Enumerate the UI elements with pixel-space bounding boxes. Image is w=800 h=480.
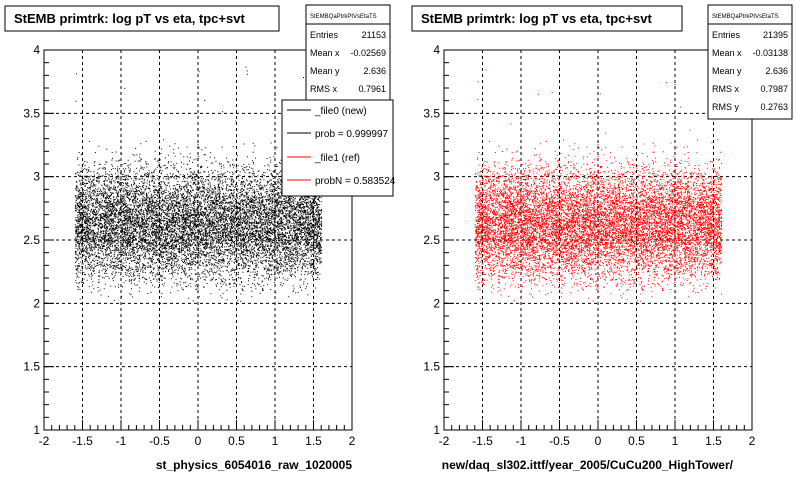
left-stat-label: RMS x	[310, 84, 338, 94]
legend-entry: _file0 (new)	[314, 106, 367, 117]
x-tick-label: 1.5	[705, 434, 722, 448]
legend-entry: _file1 (ref)	[314, 153, 360, 164]
right-stat-label: Mean x	[712, 48, 742, 58]
right-stat-label: RMS x	[712, 84, 740, 94]
y-tick-label: 3.5	[23, 106, 40, 120]
right-stat-value: 0.2763	[760, 102, 788, 112]
right-axis-ticks: -2 -1.5 -1 -0.5 0 0.5 1 1.5 2 1 1.5 2 2.5 3 3.5 4	[423, 43, 755, 448]
y-tick-label: 3	[33, 170, 40, 184]
right-stat-label: RMS y	[712, 102, 740, 112]
left-stats-box: StEMBQaPtrkPtVsEtaTS Entries 21153 Mean …	[305, 4, 391, 103]
y-tick-label: 1.5	[23, 360, 40, 374]
x-tick-label: -1.5	[72, 434, 93, 448]
scatter-markers	[74, 66, 323, 305]
y-tick-label: 2	[33, 296, 40, 310]
x-tick-label: -2	[439, 434, 450, 448]
right-x-axis-label: new/daq_sl302.ittf/year_2005/CuCu200_Hig…	[442, 458, 734, 472]
x-tick-label: -1	[116, 434, 127, 448]
x-tick-label: 0.5	[628, 434, 645, 448]
right-scatter-points	[474, 69, 723, 305]
right-stat-value: 21395	[763, 30, 788, 40]
left-title-box: StEMB primtrk: log pT vs eta, tpc+svt	[4, 5, 280, 32]
left-stat-label: Mean x	[310, 48, 340, 58]
left-chart-title: StEMB primtrk: log pT vs eta, tpc+svt	[14, 11, 245, 26]
left-legend: _file0 (new) prob = 0.999997 _file1 (ref…	[281, 99, 396, 197]
left-stat-label: Mean y	[310, 66, 340, 76]
left-x-axis-label: st_physics_6054016_raw_1020005	[156, 458, 352, 472]
right-stats-title: StEMBQaPtrkPtVsEtaTS	[712, 14, 779, 20]
x-tick-label: -0.5	[549, 434, 570, 448]
y-tick-label: 2.5	[23, 233, 40, 247]
right-stat-value: 2.636	[765, 66, 788, 76]
y-tick-label: 3.5	[423, 106, 440, 120]
x-tick-label: 2	[349, 434, 356, 448]
y-tick-label: 2	[433, 296, 440, 310]
right-stat-value: 0.7987	[760, 84, 788, 94]
x-tick-label: 0	[195, 434, 202, 448]
y-tick-label: 1	[433, 423, 440, 437]
y-tick-label: 2.5	[423, 233, 440, 247]
y-tick-label: 3	[433, 170, 440, 184]
right-stat-value: -0.03138	[752, 48, 788, 58]
x-tick-label: 0.5	[228, 434, 245, 448]
left-stat-value: 2.636	[363, 66, 386, 76]
x-tick-label: -1.5	[472, 434, 493, 448]
right-title-box: StEMB primtrk: log pT vs eta, tpc+svt	[411, 5, 683, 32]
legend-entry: probN = 0.583524	[315, 176, 396, 187]
legend-entry: prob = 0.999997	[315, 129, 389, 140]
x-tick-label: -1	[516, 434, 527, 448]
y-tick-label: 4	[33, 43, 40, 57]
y-tick-label: 1	[33, 423, 40, 437]
y-tick-label: 1.5	[423, 360, 440, 374]
left-stat-label: Entries	[310, 30, 339, 40]
x-tick-label: 1.5	[305, 434, 322, 448]
left-stat-value: -0.02569	[350, 48, 386, 58]
left-stat-value: 21153	[362, 30, 386, 40]
right-histogram-panel: -2 -1.5 -1 -0.5 0 0.5 1 1.5 2 1 1.5 2 2.5 3 3.5 4 new/d…	[411, 4, 793, 472]
right-stat-label: Entries	[712, 30, 741, 40]
scatter-markers	[474, 69, 723, 305]
right-stat-label: Mean y	[712, 66, 742, 76]
right-stats-box: StEMBQaPtrkPtVsEtaTS Entries 21395 Mean …	[707, 4, 793, 120]
x-tick-label: -2	[39, 434, 50, 448]
left-axis-ticks: -2 -1.5 -1 -0.5 0 0.5 1 1.5 2 1 1.5 2 2.5 3 3.5 4	[23, 43, 355, 448]
x-tick-label: 1	[672, 434, 679, 448]
x-tick-label: -0.5	[149, 434, 170, 448]
y-tick-label: 4	[433, 43, 440, 57]
x-tick-label: 2	[749, 434, 756, 448]
right-plot-frame	[443, 49, 753, 431]
right-chart-title: StEMB primtrk: log pT vs eta, tpc+svt	[421, 11, 652, 26]
x-tick-label: 0	[595, 434, 602, 448]
left-scatter-points	[74, 66, 323, 305]
left-histogram-panel: -2 -1.5 -1 -0.5 0 0.5 1 1.5 2 1 1.5 2 2.5 3 3.5 4 st_ph…	[4, 4, 396, 472]
left-stat-value: 0.7961	[358, 84, 386, 94]
x-tick-label: 1	[272, 434, 279, 448]
left-stats-title: StEMBQaPtrkPtVsEtaTS	[310, 14, 377, 20]
